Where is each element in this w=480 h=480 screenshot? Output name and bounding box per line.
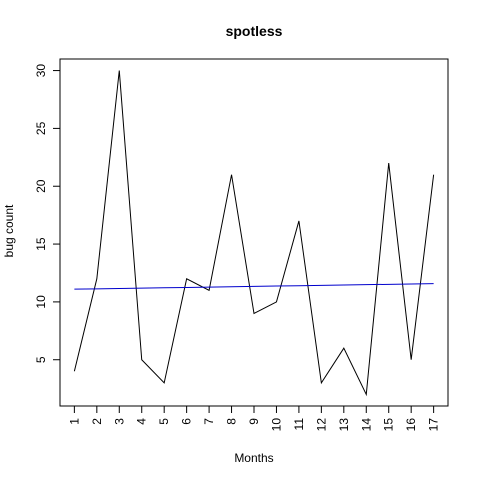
x-tick-label: 11 xyxy=(292,418,306,431)
y-tick-label: 10 xyxy=(34,295,48,309)
y-tick-label: 15 xyxy=(34,237,48,251)
y-tick-label: 20 xyxy=(34,179,48,193)
series-layer xyxy=(73,70,435,397)
x-tick-label: 7 xyxy=(202,418,216,425)
x-tick-label: 8 xyxy=(225,418,239,425)
series-line-2 xyxy=(74,283,434,290)
y-tick-label: 30 xyxy=(34,64,48,78)
y-tick-label: 25 xyxy=(34,121,48,135)
y-axis-label: bug count xyxy=(2,204,16,257)
x-tick-label: 3 xyxy=(112,418,126,425)
plot-area xyxy=(59,58,449,407)
x-tick-label: 4 xyxy=(135,418,149,425)
plot-frame xyxy=(59,58,449,407)
x-tick-label: 2 xyxy=(90,418,104,425)
x-tick-label: 6 xyxy=(180,418,194,425)
x-axis: 1 2 3 4 5 6 7 8 9 10 11 12 13 14 15 16 17 xyxy=(67,405,441,432)
x-tick-label: 9 xyxy=(247,418,261,425)
x-tick-label: 5 xyxy=(157,418,171,425)
x-tick-label: 10 xyxy=(269,418,283,432)
x-tick-label: 14 xyxy=(359,418,373,432)
y-tick-label: 5 xyxy=(34,356,48,363)
y-axis: 5 10 15 20 25 30 xyxy=(34,64,61,363)
chart-title: spotless xyxy=(226,23,283,39)
x-tick-label: 17 xyxy=(427,418,441,432)
x-tick-label: 15 xyxy=(382,418,396,432)
series-line-1 xyxy=(73,70,435,397)
x-tick-label: 12 xyxy=(314,418,328,432)
x-tick-label: 16 xyxy=(404,418,418,432)
x-tick-label: 1 xyxy=(67,418,81,425)
x-tick-label: 13 xyxy=(337,418,351,432)
x-axis-label: Months xyxy=(234,451,273,465)
